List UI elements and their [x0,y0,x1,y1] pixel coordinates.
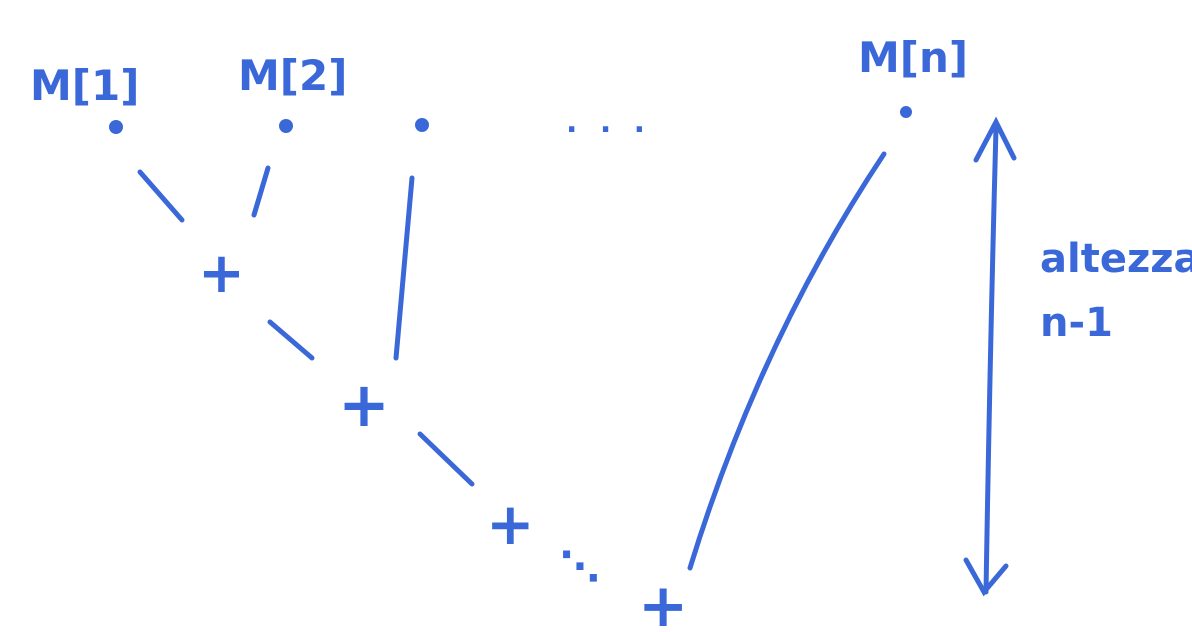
label-mn: M[n] [858,33,968,82]
label-m1: M[1] [30,61,139,110]
edge-sum2-to-sum3 [417,431,475,487]
leaf-node-mn [900,106,912,118]
label-m2: M[2] [238,51,347,100]
height-label-word: altezza [1040,236,1192,282]
leaf-node-m1 [109,120,123,134]
sum-node-3: + [486,490,535,558]
edge-m3-to-sum2 [393,175,415,361]
leaf-node-m3 [415,118,429,132]
height-arrow-top-head [973,116,1017,163]
bottom-ellipsis: ⋱ [560,544,600,590]
edge-m1-to-sum1 [137,169,185,223]
top-ellipsis: . . . [566,105,651,140]
edge-sum1-to-sum2 [267,319,315,361]
edge-m2-to-sum1 [251,165,271,218]
sum-node-root: + [638,571,688,632]
height-label-value: n-1 [1040,300,1113,346]
height-arrow-shaft [983,125,999,595]
edge-mn-to-root [687,151,887,571]
leaf-node-m2 [279,119,293,133]
height-arrow-bottom-head [963,557,1009,597]
sum-node-2: + [338,368,390,441]
sum-node-1: + [198,241,245,306]
